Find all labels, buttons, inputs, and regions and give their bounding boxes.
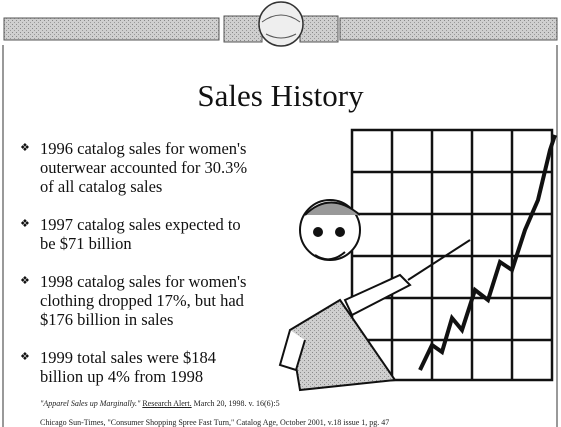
bullet-marker: ❖ bbox=[20, 139, 30, 158]
slide: Sales History ❖ 1996 catalog sales for wo… bbox=[0, 0, 561, 427]
bullet-text: 1997 catalog sales expected to bbox=[40, 215, 298, 234]
bullet-text: billion up 4% from 1998 bbox=[40, 367, 298, 386]
globe bbox=[259, 2, 303, 46]
bullet-text: 1999 total sales were $184 bbox=[40, 348, 298, 367]
bullet-text: be $71 billion bbox=[40, 234, 298, 253]
bullet-marker: ❖ bbox=[20, 348, 30, 367]
clipart-grid bbox=[352, 130, 552, 380]
slide-title: Sales History bbox=[0, 78, 561, 114]
footnote-source: Research Alert. bbox=[142, 399, 191, 408]
bullet-text: clothing dropped 17%, but had bbox=[40, 291, 298, 310]
bullet-text: outerwear accounted for 30.3% bbox=[40, 158, 298, 177]
bullet-marker: ❖ bbox=[20, 272, 30, 291]
footnote: "Apparel Sales up Marginally." Research … bbox=[40, 399, 280, 408]
banner-strip bbox=[340, 18, 557, 40]
footnote: Chicago Sun-Times, "Consumer Shopping Sp… bbox=[40, 418, 389, 427]
bullet-text: of all catalog sales bbox=[40, 177, 298, 196]
footnote-detail: March 20, 1998. v. 16(6):5 bbox=[194, 399, 280, 408]
banner-box bbox=[224, 16, 262, 42]
banner-strip bbox=[4, 18, 219, 40]
footnote-text: Chicago Sun-Times, "Consumer Shopping Sp… bbox=[40, 418, 389, 427]
bullet-text: $176 billion in sales bbox=[40, 310, 298, 329]
footnote-article: "Apparel Sales up Marginally." bbox=[40, 399, 140, 408]
bullet-text: 1996 catalog sales for women's bbox=[40, 139, 298, 158]
bullet-text: 1998 catalog sales for women's bbox=[40, 272, 298, 291]
banner-box bbox=[300, 16, 338, 42]
bullet-marker: ❖ bbox=[20, 215, 30, 234]
